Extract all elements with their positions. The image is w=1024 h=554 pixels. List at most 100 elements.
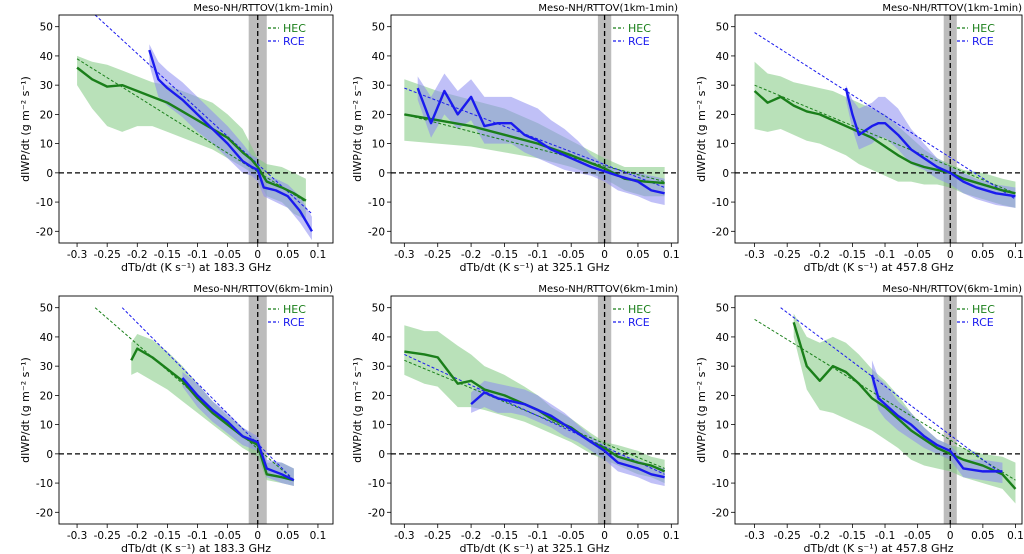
x-tick-label: -0.2 [127,530,148,542]
x-tick-label: -0.1 [875,530,896,542]
x-tick-label: -0.1 [528,530,549,542]
x-tick-label: -0.3 [394,249,415,261]
x-tick-label: -0.25 [94,249,121,261]
y-tick-label: 30 [40,361,53,373]
fit-line-rce [121,307,295,481]
legend-hec-label: HEC [628,303,651,316]
x-tick-label: -0.2 [461,249,482,261]
y-tick-label: 20 [40,390,53,402]
x-tick-label: 0.1 [310,249,327,261]
x-tick-label: -0.05 [214,249,241,261]
panel-title: Meso-NH/RTTOV(6km-1min) [882,284,1022,295]
legend-rce-label: RCE [283,316,305,329]
x-tick-label: 0.05 [626,530,649,542]
panel-title: Meso-NH/RTTOV(6km-1min) [193,284,333,295]
y-tick-label: 0 [722,449,729,461]
y-tick-label: 10 [40,139,53,151]
axes-frame [58,295,334,525]
x-tick-label: 0.05 [971,249,994,261]
plot-layer: -0.3 -0.25 -0.2 -0.15 -0.1 -0.05 0 0.05 0.1 -20 -1… [368,295,680,542]
plot-layer: -0.3 -0.25 -0.2 -0.15 -0.1 -0.05 0 0.05 0.1 -20 -1… [712,295,1024,542]
fit-line-hec [754,84,1016,194]
x-tick-label: 0 [601,530,608,542]
x-tick-label: -0.05 [558,249,585,261]
x-tick-label: 0 [947,249,954,261]
x-tick-label: 0.05 [276,530,299,542]
y-tick-label: 20 [372,390,385,402]
axes-frame [390,295,679,525]
y-tick-label: 50 [40,22,53,34]
mean-line-rce [181,377,295,482]
x-tick-label: 0 [254,530,261,542]
x-tick-label: -0.15 [154,249,181,261]
y-tick-label: -10 [368,478,385,490]
mean-line-hec [130,347,295,482]
band-rce [417,73,665,205]
y-tick-label: 30 [372,80,385,92]
y-tick-label: 40 [372,51,385,63]
y-tick-label: 10 [372,420,385,432]
x-tick-label: 0 [601,249,608,261]
x-tick-label: 0.05 [971,530,994,542]
legend-hec-label: HEC [628,22,651,35]
mean-line-rce [148,49,313,232]
y-tick-label: 10 [372,139,385,151]
y-axis-label: dIWP/dt (g m⁻² s⁻¹) [695,76,708,182]
x-tick-label: -0.15 [491,530,518,542]
y-tick-label: 40 [372,332,385,344]
x-axis-label: dTb/dt (K s⁻¹) at 183.3 GHz [121,261,271,274]
mean-line-hec [76,66,307,202]
y-tick-label: -20 [712,507,729,519]
x-tick-label: -0.05 [904,249,931,261]
x-tick-label: -0.3 [744,249,765,261]
y-tick-label: -20 [36,507,53,519]
y-tick-label: 20 [40,109,53,121]
y-tick-label: -10 [712,478,729,490]
fit-line-rce [754,32,1016,200]
y-axis-label: dIWP/dt (g m⁻² s⁻¹) [351,76,364,182]
x-tick-label: -0.05 [214,530,241,542]
x-tick-label: -0.3 [744,530,765,542]
y-tick-label: 40 [40,51,53,63]
panel-6km-457ghz: -0.3 -0.25 -0.2 -0.15 -0.1 -0.05 0 0.05 0.1 -20 -1… [695,284,1024,554]
y-tick-label: 30 [40,80,53,92]
y-tick-label: 40 [40,332,53,344]
panel-1km-457ghz: -0.3 -0.25 -0.2 -0.15 -0.1 -0.05 0 0.05 0.1 -20 -1… [695,3,1024,274]
y-tick-label: 0 [46,168,53,180]
panel-title: Meso-NH/RTTOV(1km-1min) [538,3,678,14]
mean-line-rce [416,87,665,195]
y-tick-label: 50 [716,22,729,34]
y-tick-label: 20 [716,390,729,402]
legend-rce-label: RCE [972,35,994,48]
x-tick-label: 0.05 [276,249,299,261]
x-tick-label: 0.1 [663,530,680,542]
band-rce [845,85,1016,208]
x-tick-label: -0.25 [94,530,121,542]
x-tick-label: 0 [947,530,954,542]
x-tick-label: -0.25 [774,249,801,261]
legend-rce-label: RCE [628,35,650,48]
y-tick-label: 0 [378,168,385,180]
plot-layer: -0.3 -0.25 -0.2 -0.15 -0.1 -0.05 0 0.05 0.1 -20 -1… [368,14,680,261]
mean-line-rce [870,374,1003,473]
y-tick-label: 30 [716,80,729,92]
mean-line-rce [844,87,1016,198]
y-tick-label: 30 [716,361,729,373]
y-tick-label: 50 [372,303,385,315]
y-axis-label: dIWP/dt (g m⁻² s⁻¹) [19,76,32,182]
x-tick-label: -0.1 [528,249,549,261]
y-tick-label: -10 [368,197,385,209]
y-tick-label: 0 [378,449,385,461]
fit-line-hec [404,359,665,469]
x-tick-label: -0.2 [810,530,831,542]
x-tick-label: -0.1 [187,249,208,261]
x-tick-label: -0.25 [424,249,451,261]
y-tick-label: 30 [372,361,385,373]
y-axis-label: dIWP/dt (g m⁻² s⁻¹) [19,357,32,463]
y-tick-label: 50 [40,303,53,315]
mean-line-hec [753,90,1016,195]
x-tick-label: 0.1 [663,249,680,261]
y-tick-label: 40 [716,332,729,344]
panel-1km-325ghz: -0.3 -0.25 -0.2 -0.15 -0.1 -0.05 0 0.05 0.1 -20 -1… [351,3,680,274]
